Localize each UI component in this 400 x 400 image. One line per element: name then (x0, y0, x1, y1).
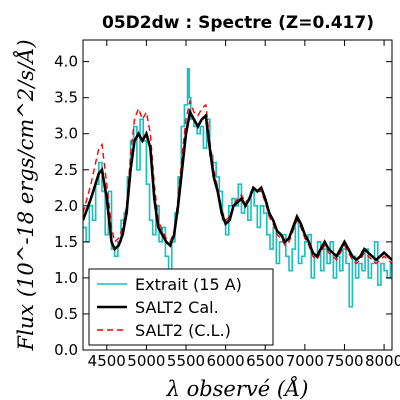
y-tick-label: 2.0 (54, 197, 78, 215)
chart-title: 05D2dw : Spectre (Z=0.417) (102, 13, 374, 33)
x-tick-label: 6000 (207, 352, 245, 370)
plot-frame (82, 39, 393, 351)
x-tick-label: 7500 (325, 352, 363, 370)
x-axis-label: λ observé (Å) (166, 376, 309, 400)
y-tick-label: 4.0 (54, 53, 78, 71)
series-line-2 (83, 98, 392, 265)
plot-area: 4500 5000 5500 6000 6500 7000 7500 8000 0.0 0.5 1.… (54, 39, 400, 370)
series-line-1 (83, 108, 392, 262)
x-tick-label: 5500 (167, 352, 205, 370)
y-tick-label: 1.0 (54, 269, 78, 287)
y-tick-label: 3.0 (54, 125, 78, 143)
legend-label-1: SALT2 Cal. (135, 298, 219, 317)
x-axis-label-text: λ observé (Å) (166, 376, 309, 400)
series-line-0 (83, 68, 392, 308)
y-axis-label-text: Flux (10^-18 ergs/cm^2/s/Å) (13, 39, 38, 351)
legend-label-0: Extrait (15 A) (135, 275, 242, 294)
x-tick-label: 5000 (127, 352, 165, 370)
x-tick-label: 8000 (365, 352, 400, 370)
y-tick-label: 0.5 (54, 305, 78, 323)
y-tick-label: 3.5 (54, 89, 78, 107)
legend-label-2: SALT2 (C.L.) (135, 321, 231, 340)
x-tick-label: 7000 (286, 352, 324, 370)
y-axis-label: Flux (10^-18 ergs/cm^2/s/Å) (13, 39, 38, 351)
y-tick-label: 0.0 (54, 341, 78, 359)
y-tick-label: 2.5 (54, 161, 78, 179)
y-tick-label: 1.5 (54, 233, 78, 251)
legend: Extrait (15 A) SALT2 Cal. SALT2 (C.L.) (88, 268, 274, 346)
x-tick-label: 4500 (88, 352, 126, 370)
x-tick-label: 6500 (246, 352, 284, 370)
series-group (83, 68, 392, 308)
